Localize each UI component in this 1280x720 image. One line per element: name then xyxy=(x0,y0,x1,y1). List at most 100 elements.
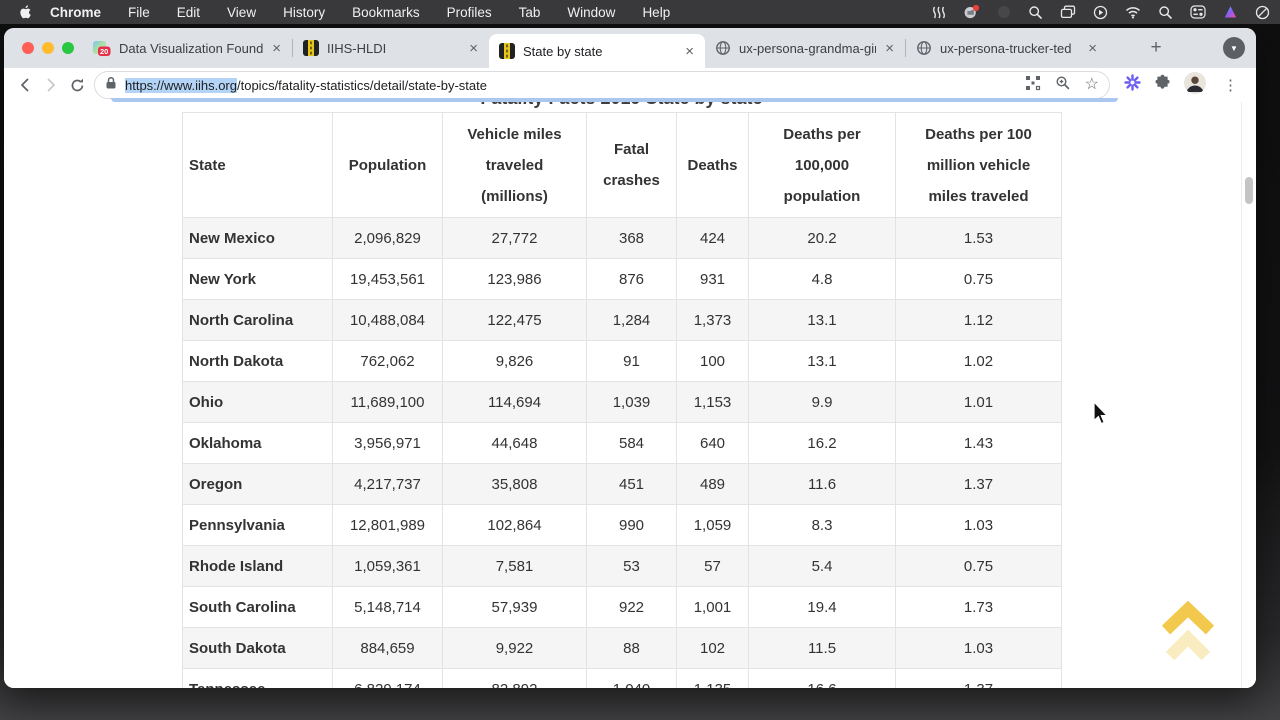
value-cell: 1.12 xyxy=(895,299,1062,341)
tab-state-by-state[interactable]: State by state × xyxy=(489,34,705,68)
bookmark-star-icon[interactable]: ☆ xyxy=(1084,76,1099,93)
table-header-row: State Population Vehicle miles traveled (m… xyxy=(182,112,1062,218)
value-cell: 7,581 xyxy=(442,545,587,587)
asterisk-extension-icon[interactable] xyxy=(1124,74,1141,96)
screenshot-icon[interactable] xyxy=(1025,75,1041,96)
dot-icon[interactable] xyxy=(997,5,1011,19)
waves-icon[interactable] xyxy=(932,5,946,20)
value-cell: 13.1 xyxy=(748,340,896,382)
value-cell: 19,453,561 xyxy=(332,258,443,300)
page-content: Fatality Facts 2019 State by state State… xyxy=(4,102,1256,688)
control-center-icon[interactable] xyxy=(1190,5,1206,19)
forward-button[interactable] xyxy=(38,76,64,94)
menubar-item-history[interactable]: History xyxy=(283,4,326,20)
state-cell: Tennessee xyxy=(182,668,333,688)
new-tab-button[interactable]: + xyxy=(1150,37,1162,58)
minimize-window-button[interactable] xyxy=(42,42,54,54)
menubar-item-file[interactable]: File xyxy=(128,4,150,20)
magnifier-icon[interactable] xyxy=(1028,5,1043,20)
tab-close-icon[interactable]: × xyxy=(1088,39,1097,57)
scroll-to-top-button[interactable] xyxy=(1156,594,1220,670)
value-cell: 100 xyxy=(676,340,749,382)
table-row: New York 19,453,561 123,986 876 931 4.8 0.75 xyxy=(182,258,1062,300)
tab-ux-persona-trucker-ted[interactable]: ux-persona-trucker-ted × xyxy=(906,28,1108,68)
globe-favicon-icon xyxy=(715,40,731,56)
table-row: Oregon 4,217,737 35,808 451 489 11.6 1.37 xyxy=(182,463,1062,505)
table-row: New Mexico 2,096,829 27,772 368 424 20.2 1.53 xyxy=(182,217,1062,259)
menubar-item-tab[interactable]: Tab xyxy=(518,4,541,20)
browser-menu-icon[interactable]: ⋮ xyxy=(1223,77,1238,94)
extensions-puzzle-icon[interactable] xyxy=(1154,74,1171,96)
value-cell: 4.8 xyxy=(748,258,896,300)
tab-data-visualization-founda[interactable]: 20 Data Visualization Founda × xyxy=(82,28,292,68)
tab-search-button[interactable]: ▼ xyxy=(1223,37,1245,59)
menubar-item-profiles[interactable]: Profiles xyxy=(446,4,492,20)
tab-iihs-hldi[interactable]: IIHS-HLDI × xyxy=(293,28,489,68)
address-bar[interactable]: https://www.iihs.org/topics/fatality-sta… xyxy=(94,71,1110,99)
profile-avatar[interactable] xyxy=(1184,71,1206,99)
column-header: Deaths per 100 million vehicle miles tra… xyxy=(895,112,1062,218)
tab-divider xyxy=(292,39,293,57)
meeting-badge-icon[interactable] xyxy=(963,4,980,20)
url-text[interactable]: https://www.iihs.org/topics/fatality-sta… xyxy=(125,77,1015,93)
back-button[interactable] xyxy=(12,76,38,94)
zoom-in-icon[interactable] xyxy=(1055,75,1071,96)
tab-close-icon[interactable]: × xyxy=(885,39,894,57)
value-cell: 3,956,971 xyxy=(332,422,443,464)
value-cell: 1.03 xyxy=(895,504,1062,546)
tab-close-icon[interactable]: × xyxy=(469,39,478,57)
value-cell: 1.01 xyxy=(895,381,1062,423)
play-icon[interactable] xyxy=(1093,5,1108,20)
menubar-item-window[interactable]: Window xyxy=(567,4,616,20)
value-cell: 20.2 xyxy=(748,217,896,259)
menubar-item-bookmarks[interactable]: Bookmarks xyxy=(352,4,420,20)
road-favicon-icon xyxy=(303,40,319,56)
menubar-item-help[interactable]: Help xyxy=(642,4,671,20)
fatality-table-wrap: State Population Vehicle miles traveled (m… xyxy=(182,112,1062,688)
menubar-item-edit[interactable]: Edit xyxy=(176,4,201,20)
traffic-lights xyxy=(22,42,74,54)
column-header: Deaths per 100,000 population xyxy=(748,112,896,218)
wifi-icon[interactable] xyxy=(1125,6,1141,19)
close-window-button[interactable] xyxy=(22,42,34,54)
state-cell: Oregon xyxy=(182,463,333,505)
menubar-item-view[interactable]: View xyxy=(227,4,257,20)
value-cell: 9,826 xyxy=(442,340,587,382)
lock-icon[interactable] xyxy=(105,76,117,95)
table-row: Ohio 11,689,100 114,694 1,039 1,153 9.9 1.01 xyxy=(182,381,1062,423)
window-stack-icon[interactable] xyxy=(1060,5,1076,19)
value-cell: 1.37 xyxy=(895,668,1062,688)
value-cell: 16.2 xyxy=(748,422,896,464)
value-cell: 27,772 xyxy=(442,217,587,259)
reload-button[interactable] xyxy=(64,77,90,94)
menubar-item-chrome[interactable]: Chrome xyxy=(50,4,102,20)
tab-close-icon[interactable]: × xyxy=(685,42,694,60)
zoom-window-button[interactable] xyxy=(62,42,74,54)
macos-menubar: Chrome File Edit View History Bookmarks Profil… xyxy=(0,0,1280,24)
column-header: State xyxy=(182,112,333,218)
do-not-disturb-icon[interactable] xyxy=(1255,5,1270,20)
value-cell: 876 xyxy=(586,258,677,300)
value-cell: 91 xyxy=(586,340,677,382)
tab-close-icon[interactable]: × xyxy=(272,39,281,57)
apple-logo-icon[interactable] xyxy=(18,4,32,20)
value-cell: 451 xyxy=(586,463,677,505)
value-cell: 922 xyxy=(586,586,677,628)
clipped-page-heading: Fatality Facts 2019 State by state xyxy=(182,102,1061,109)
value-cell: 53 xyxy=(586,545,677,587)
column-header: Vehicle miles traveled (millions) xyxy=(442,112,587,218)
value-cell: 57 xyxy=(676,545,749,587)
value-cell: 640 xyxy=(676,422,749,464)
scrollbar-thumb[interactable] xyxy=(1245,177,1253,204)
spotlight-icon[interactable] xyxy=(1158,5,1173,20)
state-cell: South Dakota xyxy=(182,627,333,669)
tab-label: Data Visualization Founda xyxy=(119,40,264,56)
tab-ux-persona-grandma-gin[interactable]: ux-persona-grandma-gin × xyxy=(705,28,905,68)
state-cell: North Dakota xyxy=(182,340,333,382)
value-cell: 1,153 xyxy=(676,381,749,423)
value-cell: 2,096,829 xyxy=(332,217,443,259)
calendar-20-favicon-icon: 20 xyxy=(92,40,111,57)
tab-label: ux-persona-trucker-ted xyxy=(940,40,1072,56)
colorful-app-icon[interactable] xyxy=(1223,5,1238,20)
